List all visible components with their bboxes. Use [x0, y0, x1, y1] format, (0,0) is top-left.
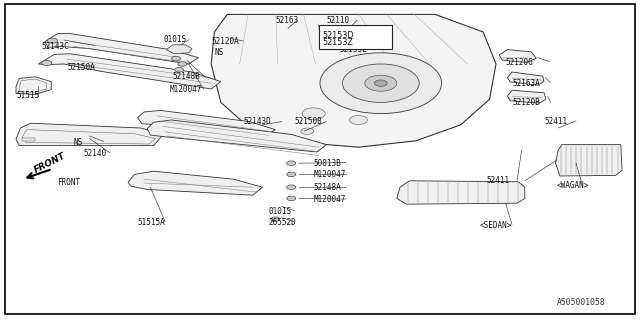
Text: 52140: 52140: [83, 149, 106, 158]
Circle shape: [342, 64, 419, 102]
Text: FRONT: FRONT: [33, 151, 67, 174]
Text: 52148B: 52148B: [173, 72, 200, 81]
Bar: [319, 25, 392, 49]
Text: 26552D: 26552D: [269, 218, 296, 227]
Text: FRONT: FRONT: [58, 178, 81, 187]
Text: A505001058: A505001058: [557, 298, 605, 307]
Circle shape: [349, 116, 367, 124]
Circle shape: [287, 196, 296, 201]
Text: <SEDAN>: <SEDAN>: [480, 221, 513, 230]
Text: 50813B: 50813B: [314, 159, 341, 168]
Circle shape: [365, 75, 397, 91]
Text: 52411: 52411: [486, 176, 509, 185]
Circle shape: [172, 56, 180, 61]
Text: 52148A: 52148A: [314, 183, 341, 192]
Circle shape: [287, 161, 296, 165]
Text: 52150B: 52150B: [294, 117, 322, 126]
Circle shape: [47, 38, 58, 43]
Text: 52411: 52411: [544, 117, 567, 126]
Polygon shape: [22, 138, 35, 141]
Polygon shape: [45, 34, 198, 64]
Circle shape: [178, 62, 187, 66]
Polygon shape: [16, 77, 51, 94]
Circle shape: [42, 60, 52, 66]
Text: 52110: 52110: [326, 16, 349, 25]
Text: 52163A: 52163A: [512, 79, 540, 88]
Text: M120047: M120047: [170, 85, 202, 94]
Polygon shape: [138, 110, 275, 136]
Circle shape: [320, 53, 442, 114]
Polygon shape: [38, 54, 221, 89]
Text: 51515A: 51515A: [138, 218, 165, 227]
Text: 52163: 52163: [275, 16, 298, 25]
Circle shape: [287, 185, 296, 189]
Polygon shape: [166, 45, 192, 54]
Text: NS: NS: [74, 138, 83, 147]
Text: 0101S: 0101S: [269, 207, 292, 216]
Text: 52153Z: 52153Z: [322, 38, 353, 47]
Text: 52120A: 52120A: [211, 37, 239, 46]
Polygon shape: [397, 181, 525, 204]
Text: 52143D: 52143D: [243, 117, 271, 126]
Polygon shape: [211, 14, 496, 147]
Polygon shape: [147, 120, 326, 152]
Circle shape: [302, 108, 325, 119]
Text: 51515: 51515: [16, 92, 39, 100]
Text: 52153D: 52153D: [322, 31, 353, 40]
Text: 52150A: 52150A: [67, 63, 95, 72]
Text: 52120B: 52120B: [512, 98, 540, 107]
Circle shape: [374, 80, 387, 86]
Text: 0101S: 0101S: [163, 36, 186, 44]
Circle shape: [301, 128, 314, 134]
Text: M120047: M120047: [314, 196, 346, 204]
Polygon shape: [16, 123, 163, 146]
Circle shape: [175, 68, 184, 72]
Text: 52153Z: 52153Z: [339, 45, 367, 54]
Text: 52143C: 52143C: [42, 42, 69, 51]
Text: NS: NS: [214, 48, 223, 57]
Polygon shape: [128, 171, 262, 195]
Text: <WAGAN>: <WAGAN>: [557, 181, 589, 190]
Polygon shape: [499, 50, 536, 62]
Text: M120047: M120047: [314, 170, 346, 179]
Polygon shape: [508, 72, 544, 85]
Text: 52153D: 52153D: [339, 34, 367, 43]
Polygon shape: [508, 90, 546, 103]
Text: 52120G: 52120G: [506, 58, 533, 67]
Polygon shape: [556, 145, 622, 176]
Circle shape: [287, 172, 296, 177]
Circle shape: [271, 217, 280, 221]
